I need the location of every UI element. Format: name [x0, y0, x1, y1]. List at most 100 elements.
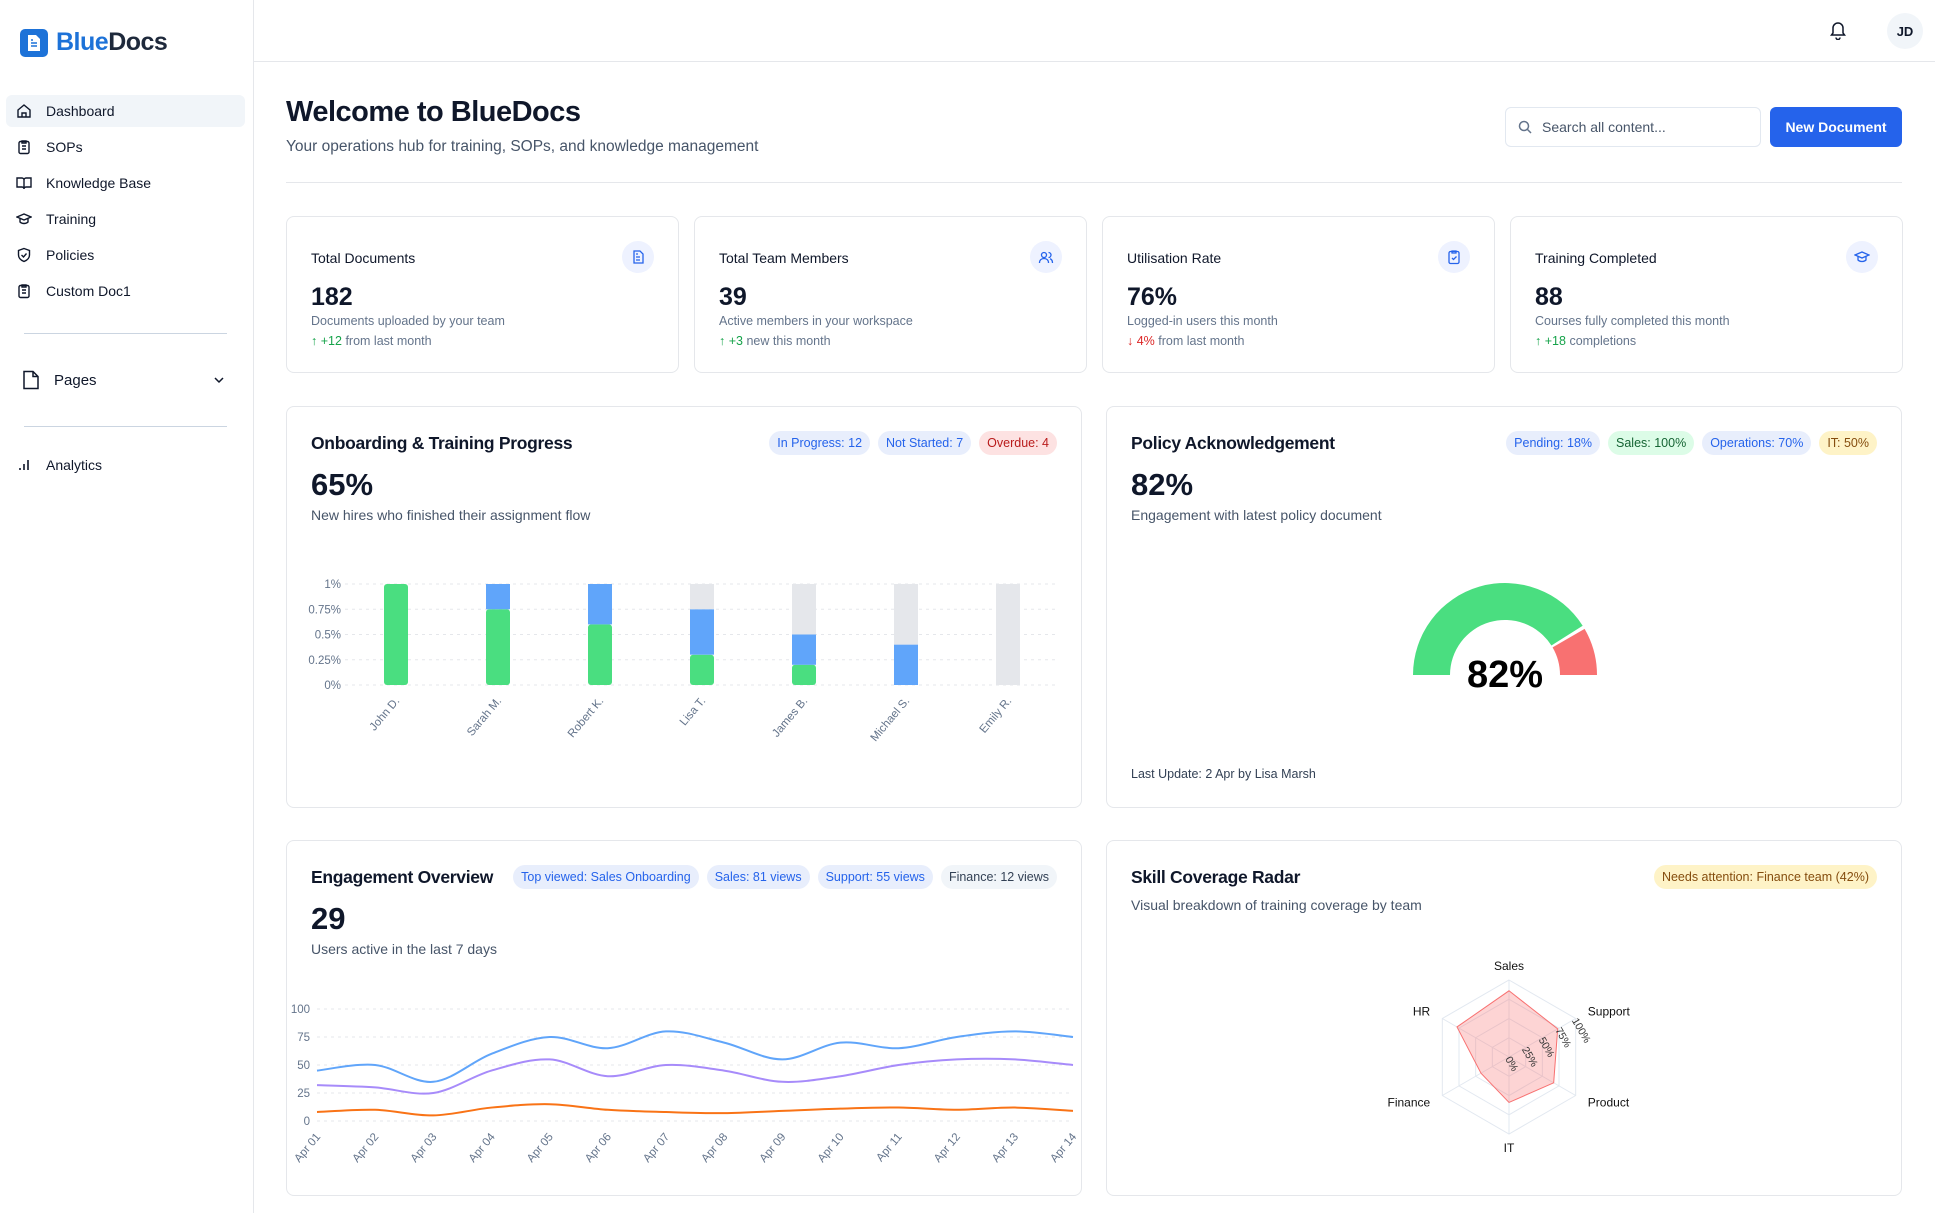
top-bar: JD — [254, 0, 1935, 62]
sidebar: BlueDocs Dashboard SOPs Knowledge Base T… — [0, 0, 254, 1213]
radar-axis — [1442, 1056, 1510, 1096]
chevron-down-icon — [214, 377, 224, 384]
x-tick-label: Apr 03 — [409, 1131, 440, 1165]
page-subtitle: Your operations hub for training, SOPs, … — [286, 138, 759, 155]
bar-segment — [894, 584, 918, 645]
policy-gauge-chart: 82% — [1413, 583, 1597, 696]
x-tick-label: Apr 02 — [350, 1131, 381, 1165]
x-tick-label: Apr 05 — [525, 1131, 556, 1165]
avatar[interactable]: JD — [1887, 13, 1923, 49]
x-tick-label: Sarah M. — [465, 695, 504, 738]
stat-change: ↑ +12 from last month — [311, 334, 432, 348]
radar-axis — [1508, 1056, 1576, 1096]
stat-change: ↑ +18 completions — [1535, 334, 1636, 348]
y-tick-label: 25 — [297, 1088, 310, 1100]
sidebar-item-label: Policies — [46, 247, 95, 263]
x-tick-label: Apr 04 — [467, 1131, 498, 1165]
sidebar-item-policies[interactable]: Policies — [6, 239, 245, 271]
radar-axis-label: Product — [1588, 1096, 1630, 1110]
bar-segment — [792, 664, 816, 685]
line-series — [316, 1030, 1074, 1083]
gauge-segment — [1413, 583, 1583, 675]
gauge-segment — [1552, 628, 1597, 675]
brand-part2: Docs — [108, 28, 168, 56]
badge-overdue: Overdue: 4 — [979, 431, 1057, 455]
x-tick-label: Michael S. — [869, 695, 913, 744]
x-tick-label: Apr 12 — [932, 1131, 963, 1165]
x-tick-label: Lisa T. — [678, 695, 708, 728]
new-document-button[interactable]: New Document — [1770, 107, 1902, 147]
page-title: Welcome to BlueDocs — [286, 96, 581, 128]
line-series — [316, 1103, 1074, 1117]
y-tick-label: 0.25% — [308, 655, 341, 667]
pages-dropdown[interactable]: Pages — [6, 360, 245, 400]
document-icon — [622, 241, 654, 273]
file-icon — [23, 370, 39, 390]
stat-description: Documents uploaded by your team — [311, 314, 505, 328]
sidebar-item-knowledge-base[interactable]: Knowledge Base — [6, 167, 245, 199]
x-tick-label: Apr 11 — [874, 1131, 904, 1164]
bar-chart-icon — [19, 460, 29, 470]
badge-not-started: Not Started: 7 — [878, 431, 972, 455]
sidebar-item-label: SOPs — [46, 139, 83, 155]
sidebar-item-custom-doc1[interactable]: Custom Doc1 — [6, 275, 245, 307]
sidebar-item-label: Training — [46, 211, 97, 227]
y-tick-label: 100 — [291, 1004, 310, 1016]
line-series — [316, 1057, 1074, 1095]
divider — [24, 333, 227, 334]
graduation-cap-icon — [1846, 241, 1878, 273]
skill-coverage-card: Skill Coverage Radar Needs attention: Fi… — [1106, 840, 1902, 1196]
radar-area — [1456, 990, 1559, 1104]
book-icon — [16, 177, 32, 190]
bar-segment — [690, 654, 714, 685]
stat-description: Logged-in users this month — [1127, 314, 1278, 328]
search-placeholder: Search all content... — [1542, 119, 1666, 135]
x-tick-label: Apr 13 — [990, 1131, 1021, 1165]
y-tick-label: 0.75% — [308, 604, 341, 616]
stat-title: Total Documents — [311, 250, 416, 266]
badge-top-viewed: Top viewed: Sales Onboarding — [513, 865, 699, 889]
card-title: Skill Coverage Radar — [1131, 867, 1301, 887]
policy-value: 82% — [1131, 467, 1194, 502]
stat-description: Courses fully completed this month — [1535, 314, 1730, 328]
sidebar-item-training[interactable]: Training — [6, 203, 245, 235]
card-subtitle: New hires who finished their assignment … — [311, 507, 591, 523]
card-subtitle: Users active in the last 7 days — [311, 941, 497, 957]
bell-icon[interactable] — [1829, 20, 1847, 40]
trend-up-icon: ↑ — [719, 334, 729, 348]
stat-title: Training Completed — [1535, 250, 1657, 266]
y-tick-label: 0% — [324, 680, 341, 692]
x-tick-label: James B. — [770, 695, 810, 739]
bar-segment — [792, 634, 816, 665]
policy-acknowledgement-card: Policy Acknowledgement Pending: 18% Sales… — [1106, 406, 1902, 808]
x-tick-label: Robert K. — [566, 695, 606, 740]
search-input[interactable]: Search all content... — [1505, 107, 1761, 147]
bar-segment — [996, 584, 1020, 685]
divider — [286, 182, 1902, 183]
brand-part1: Blue — [56, 28, 109, 56]
x-tick-label: Emily R. — [978, 695, 1015, 736]
sidebar-item-dashboard[interactable]: Dashboard — [6, 95, 245, 127]
x-tick-label: Apr 08 — [699, 1131, 730, 1165]
badge-in-progress: In Progress: 12 — [769, 431, 871, 455]
logo[interactable]: BlueDocs — [20, 28, 168, 57]
x-tick-label: Apr 01 — [292, 1131, 323, 1165]
y-tick-label: 0 — [304, 1116, 310, 1128]
stat-value: 88 — [1535, 283, 1563, 311]
badge-needs-attention: Needs attention: Finance team (42%) — [1653, 865, 1877, 889]
radar-axis-label: IT — [1504, 1141, 1515, 1155]
stat-value: 182 — [311, 283, 353, 311]
clipboard-check-icon — [1438, 241, 1470, 273]
sidebar-item-analytics[interactable]: Analytics — [6, 449, 245, 481]
engagement-value: 29 — [311, 901, 346, 936]
y-tick-label: 0.5% — [315, 630, 341, 642]
stat-title: Total Team Members — [719, 250, 849, 266]
onboarding-progress-card: Onboarding & Training Progress In Progre… — [286, 406, 1082, 808]
sidebar-item-sops[interactable]: SOPs — [6, 131, 245, 163]
divider — [24, 426, 227, 427]
graduation-cap-icon — [16, 213, 32, 225]
onboarding-bar-chart: 0% 0.25% 0.5% 0.75% 1% John D. Sarah M. Robert … — [308, 579, 1059, 744]
bar-segment — [894, 644, 918, 685]
y-tick-label: 75 — [297, 1032, 310, 1044]
sidebar-item-label: Knowledge Base — [46, 175, 152, 191]
